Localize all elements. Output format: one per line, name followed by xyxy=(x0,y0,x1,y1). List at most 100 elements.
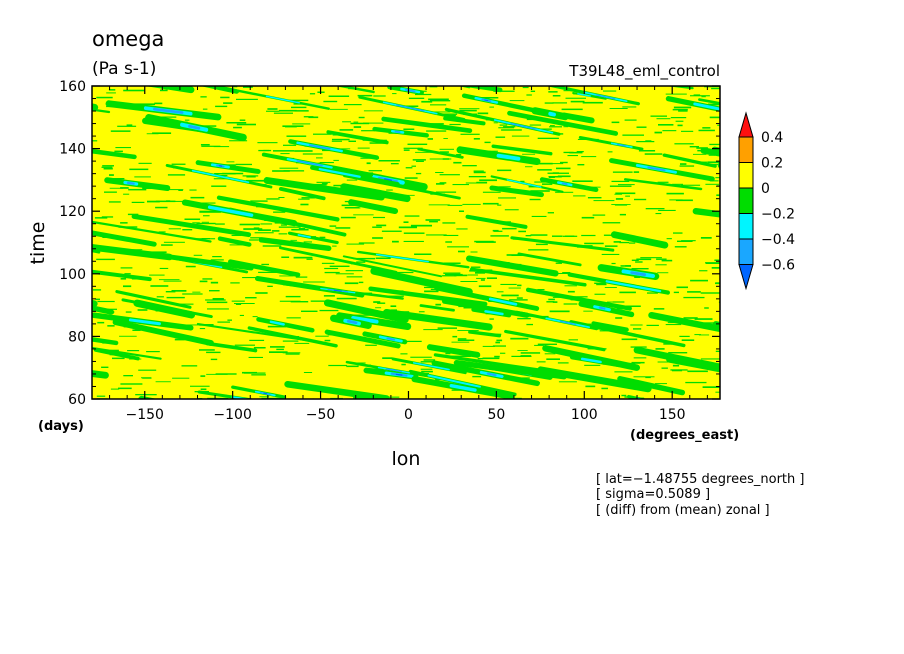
noise-dash xyxy=(452,184,469,186)
noise-dash xyxy=(415,151,435,153)
noise-dash xyxy=(698,334,710,336)
noise-dash xyxy=(672,108,688,111)
noise-dash xyxy=(357,147,370,149)
anomaly-streak xyxy=(491,144,553,156)
noise-dash xyxy=(563,151,574,154)
noise-dash xyxy=(645,376,651,379)
anomaly-streak xyxy=(345,360,428,377)
anomaly-streak xyxy=(471,307,512,318)
anomaly-streak xyxy=(342,255,443,278)
noise-dash xyxy=(685,381,707,384)
noise-dash xyxy=(552,172,559,174)
noise-dash xyxy=(185,265,196,268)
noise-dash xyxy=(415,172,422,175)
streak-green xyxy=(92,105,111,114)
noise-dash xyxy=(517,350,528,351)
noise-dash xyxy=(425,219,441,221)
noise-dash xyxy=(255,292,268,294)
noise-dash xyxy=(657,272,669,274)
noise-dash xyxy=(423,359,436,361)
noise-dash xyxy=(478,97,499,99)
noise-dash xyxy=(634,198,647,201)
streak-cyan xyxy=(488,297,518,306)
noise-dash xyxy=(562,235,578,237)
noise-dash xyxy=(199,210,215,212)
streak-cyan xyxy=(191,169,250,184)
noise-dash xyxy=(109,187,123,189)
noise-dash xyxy=(470,251,478,253)
streak-lightblue xyxy=(561,182,568,186)
noise-dash xyxy=(319,236,326,239)
noise-dash xyxy=(382,357,393,359)
noise-dash xyxy=(375,307,382,309)
noise-dash xyxy=(401,363,406,366)
anomaly-streak xyxy=(196,322,307,342)
noise-dash xyxy=(631,268,649,270)
noise-dash xyxy=(435,191,457,193)
noise-dash xyxy=(214,173,236,175)
streak-green xyxy=(666,355,720,382)
noise-dash xyxy=(496,339,503,342)
noise-dash xyxy=(220,96,230,99)
noise-dash xyxy=(501,294,519,297)
noise-dash xyxy=(714,259,720,262)
noise-dash xyxy=(251,374,266,376)
noise-dash xyxy=(557,362,569,364)
noise-dash xyxy=(509,299,528,301)
noise-dash xyxy=(677,240,693,242)
noise-dash xyxy=(593,200,615,202)
noise-dash xyxy=(711,267,720,269)
colorbar-label: 0.4 xyxy=(761,130,783,146)
noise-dash xyxy=(484,141,491,144)
noise-dash xyxy=(604,245,618,247)
noise-dash xyxy=(324,271,340,274)
anomaly-streak xyxy=(92,146,137,160)
noise-dash xyxy=(457,338,467,340)
anomaly-streak xyxy=(561,112,595,124)
anomaly-streak xyxy=(540,86,640,106)
noise-dash xyxy=(572,180,593,182)
noise-dash xyxy=(456,228,468,230)
noise-dash xyxy=(601,387,608,390)
noise-dash xyxy=(611,121,620,124)
streak-green xyxy=(92,94,99,111)
noise-dash xyxy=(248,356,263,358)
noise-dash xyxy=(558,381,577,383)
streak-green xyxy=(727,114,784,128)
anomaly-streak xyxy=(569,354,621,368)
anomaly-streak xyxy=(531,107,569,121)
noise-dash xyxy=(665,93,687,95)
noise-dash xyxy=(313,133,332,135)
noise-dash xyxy=(250,200,268,202)
x-tick-label: −50 xyxy=(306,407,336,423)
noise-dash xyxy=(294,150,313,152)
noise-dash xyxy=(332,245,337,247)
noise-dash xyxy=(670,117,687,119)
noise-dash xyxy=(161,244,173,246)
noise-dash xyxy=(120,267,133,269)
noise-dash xyxy=(439,182,447,184)
streak-green xyxy=(92,286,98,307)
noise-dash xyxy=(636,141,655,143)
anomaly-streak xyxy=(263,177,385,201)
noise-dash xyxy=(503,126,516,128)
noise-dash xyxy=(655,348,665,350)
noise-dash xyxy=(415,93,432,96)
noise-dash xyxy=(676,286,688,289)
noise-dash xyxy=(716,194,720,196)
noise-dash xyxy=(101,216,114,218)
noise-dash xyxy=(239,119,246,121)
noise-dash xyxy=(584,242,604,245)
noise-dash xyxy=(640,257,662,259)
streak-green xyxy=(263,177,385,201)
anomaly-streak xyxy=(419,304,455,312)
streak-green xyxy=(92,146,137,160)
noise-dash xyxy=(315,335,329,337)
noise-dash xyxy=(657,361,670,363)
noise-dash xyxy=(279,167,299,169)
noise-dash xyxy=(601,253,620,255)
noise-dash xyxy=(624,119,637,121)
anomaly-streak xyxy=(348,199,399,215)
noise-dash xyxy=(165,291,176,293)
colorbar-box xyxy=(738,136,754,163)
